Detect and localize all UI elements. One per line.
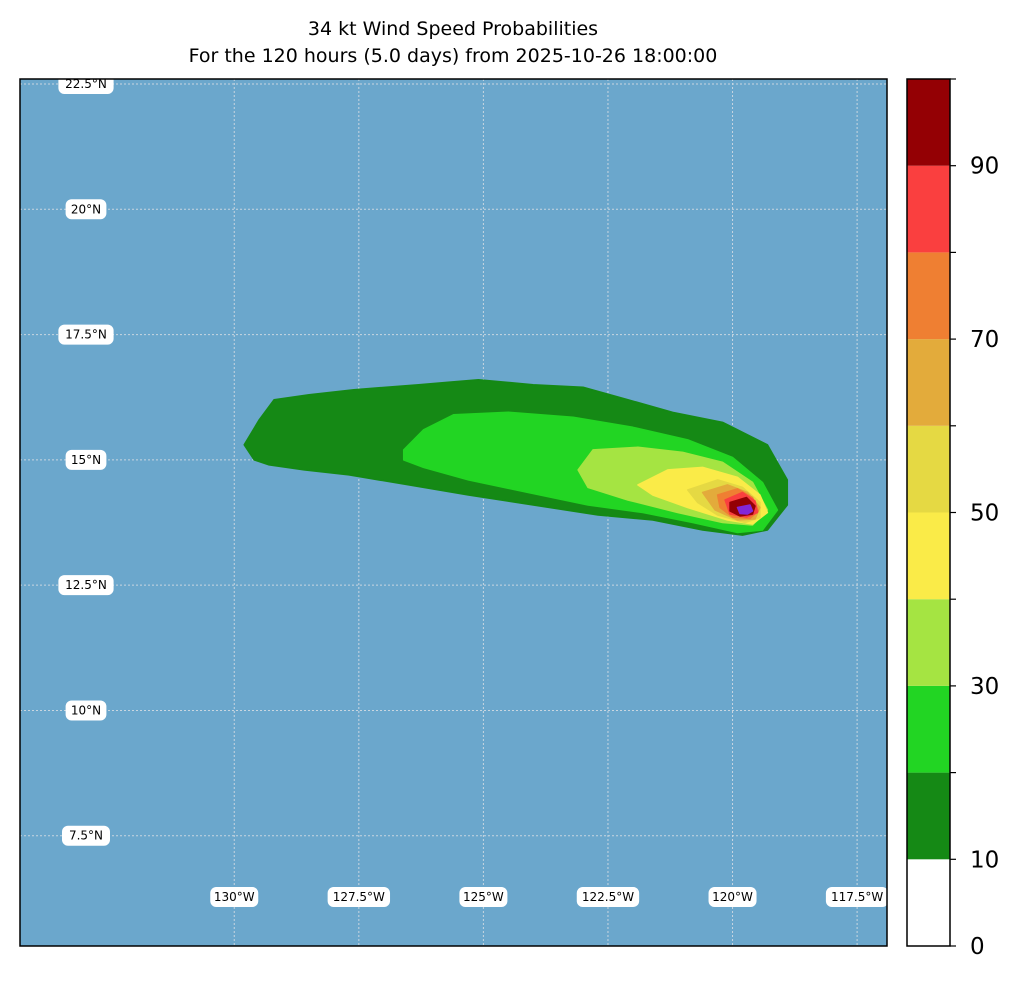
colorbar-tick-label: 10 bbox=[970, 847, 999, 873]
colorbar-segment bbox=[907, 79, 950, 166]
lat-label: 7.5°N bbox=[62, 825, 110, 846]
chart-title-line2: For the 120 hours (5.0 days) from 2025-1… bbox=[188, 45, 718, 67]
svg-text:20°N: 20°N bbox=[71, 202, 101, 216]
colorbar-segment bbox=[907, 165, 950, 253]
svg-text:127.5°W: 127.5°W bbox=[333, 890, 385, 904]
svg-text:130°W: 130°W bbox=[214, 890, 255, 904]
lat-label: 20°N bbox=[65, 199, 107, 220]
svg-text:7.5°N: 7.5°N bbox=[69, 829, 103, 843]
colorbar-tick-label: 30 bbox=[970, 674, 999, 700]
prob-contour-90 bbox=[736, 504, 754, 515]
colorbar-tick-label: 50 bbox=[970, 501, 999, 527]
svg-text:15°N: 15°N bbox=[71, 453, 101, 467]
chart-title-line1: 34 kt Wind Speed Probabilities bbox=[307, 18, 599, 40]
colorbar-segment bbox=[907, 339, 950, 426]
colorbar-segment bbox=[907, 772, 950, 860]
map-frame bbox=[19, 78, 888, 947]
lat-label: 22.5°N bbox=[58, 74, 114, 95]
probability-field bbox=[243, 378, 789, 536]
lon-label: 127.5°W bbox=[327, 887, 391, 907]
svg-text:125°W: 125°W bbox=[463, 890, 504, 904]
colorbar-segment bbox=[907, 859, 950, 946]
lon-label: 130°W bbox=[210, 887, 259, 907]
lon-label: 125°W bbox=[459, 887, 508, 907]
map-axis-labels: 22.5°N 20°N 17.5°N 15°N 12.5°N 10°N 7.5°N 130°W… bbox=[58, 74, 889, 907]
colorbar-segment bbox=[907, 252, 950, 340]
colorbar-tick-label: 0 bbox=[970, 934, 985, 960]
colorbar-tick-label: 90 bbox=[970, 154, 999, 180]
svg-text:122.5°W: 122.5°W bbox=[582, 890, 634, 904]
lon-label: 120°W bbox=[708, 887, 757, 907]
colorbar-segment bbox=[907, 425, 950, 513]
svg-text:10°N: 10°N bbox=[71, 703, 101, 717]
svg-text:120°W: 120°W bbox=[712, 890, 753, 904]
colorbar-segment bbox=[907, 685, 950, 773]
svg-text:17.5°N: 17.5°N bbox=[65, 328, 107, 342]
svg-text:117.5°W: 117.5°W bbox=[831, 890, 883, 904]
lat-label: 17.5°N bbox=[58, 324, 114, 345]
colorbar: 0 10 30 50 70 90 bbox=[906, 78, 999, 960]
colorbar-segment bbox=[907, 599, 950, 686]
lon-label: 117.5°W bbox=[825, 887, 889, 907]
lon-label: 122.5°W bbox=[576, 887, 640, 907]
lat-label: 12.5°N bbox=[58, 575, 114, 596]
lat-label: 15°N bbox=[65, 449, 107, 470]
lat-label: 10°N bbox=[65, 700, 107, 721]
colorbar-tick-label: 70 bbox=[970, 327, 999, 353]
svg-text:12.5°N: 12.5°N bbox=[65, 578, 107, 592]
svg-text:22.5°N: 22.5°N bbox=[65, 77, 107, 91]
colorbar-segment bbox=[907, 512, 950, 600]
